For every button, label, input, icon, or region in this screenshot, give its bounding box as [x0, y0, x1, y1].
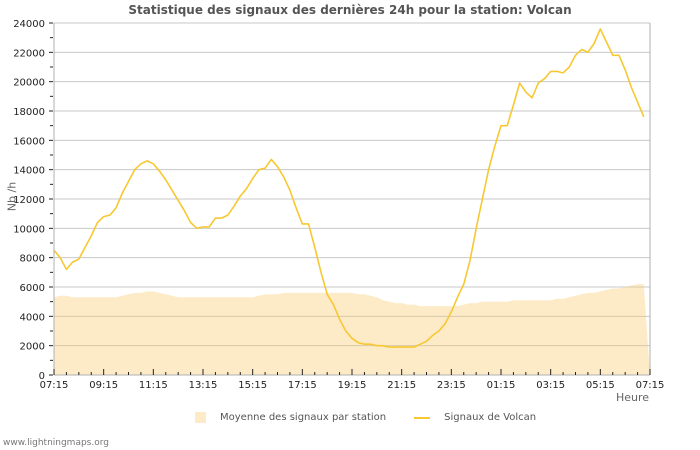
y-tick-label: 14000: [13, 166, 45, 177]
y-tick-label: 10000: [13, 224, 45, 235]
y-tick-label: 22000: [13, 48, 45, 59]
x-tick-label: 17:15: [288, 380, 317, 391]
legend-item-average[interactable]: Moyenne des signaux par station: [195, 412, 386, 423]
x-tick-label: 21:15: [387, 380, 416, 391]
y-axis-ticks: 0 2000 4000 6000 8000 10000 12000 14000 16000 180…: [13, 19, 53, 382]
x-tick-label: 11:15: [139, 380, 168, 391]
x-tick-label: 15:15: [238, 380, 267, 391]
legend: Moyenne des signaux par station Signaux …: [195, 412, 564, 423]
legend-label-average: Moyenne des signaux par station: [220, 412, 387, 423]
x-tick-label: 03:15: [536, 380, 565, 391]
y-axis-title: Nb /h: [5, 181, 19, 212]
x-tick-label: 19:15: [338, 380, 367, 391]
y-tick-label: 24000: [13, 19, 45, 30]
legend-item-volcan[interactable]: Signaux de Volcan: [414, 412, 536, 423]
x-tick-label: 13:15: [189, 380, 218, 391]
y-tick-label: 4000: [20, 312, 45, 323]
volcan-signals-line: [53, 28, 645, 348]
y-tick-label: 18000: [13, 107, 45, 118]
area-swatch-icon: [195, 412, 206, 423]
y-tick-label: 6000: [20, 283, 45, 294]
line-swatch-icon: [414, 416, 431, 419]
x-tick-label: 07:15: [636, 380, 665, 391]
y-tick-label: 12000: [13, 195, 45, 206]
y-tick-label: 2000: [20, 342, 45, 353]
y-tick-label: 0: [39, 371, 45, 382]
y-tick-label: 8000: [20, 254, 45, 265]
x-tick-label: 01:15: [487, 380, 516, 391]
x-axis-ticks: 07:15 09:15 11:15 13:15 15:15 17:15 19:15 21:15…: [40, 369, 665, 391]
x-tick-label: 09:15: [89, 380, 118, 391]
x-tick-label: 05:15: [586, 380, 615, 391]
chart-plot: 0 2000 4000 6000 8000 10000 12000 14000 16000 180…: [13, 19, 665, 391]
chart-title: Statistique des signaux des dernières 24…: [128, 3, 572, 17]
y-tick-label: 16000: [13, 136, 45, 147]
footer-source-link[interactable]: www.lightningmaps.org: [3, 438, 109, 448]
x-tick-label: 23:15: [437, 380, 466, 391]
legend-label-volcan: Signaux de Volcan: [444, 412, 537, 423]
x-tick-label: 07:15: [40, 380, 69, 391]
average-signals-area: [54, 284, 650, 375]
y-tick-label: 20000: [13, 78, 45, 89]
x-axis-title: Heure: [616, 391, 650, 404]
